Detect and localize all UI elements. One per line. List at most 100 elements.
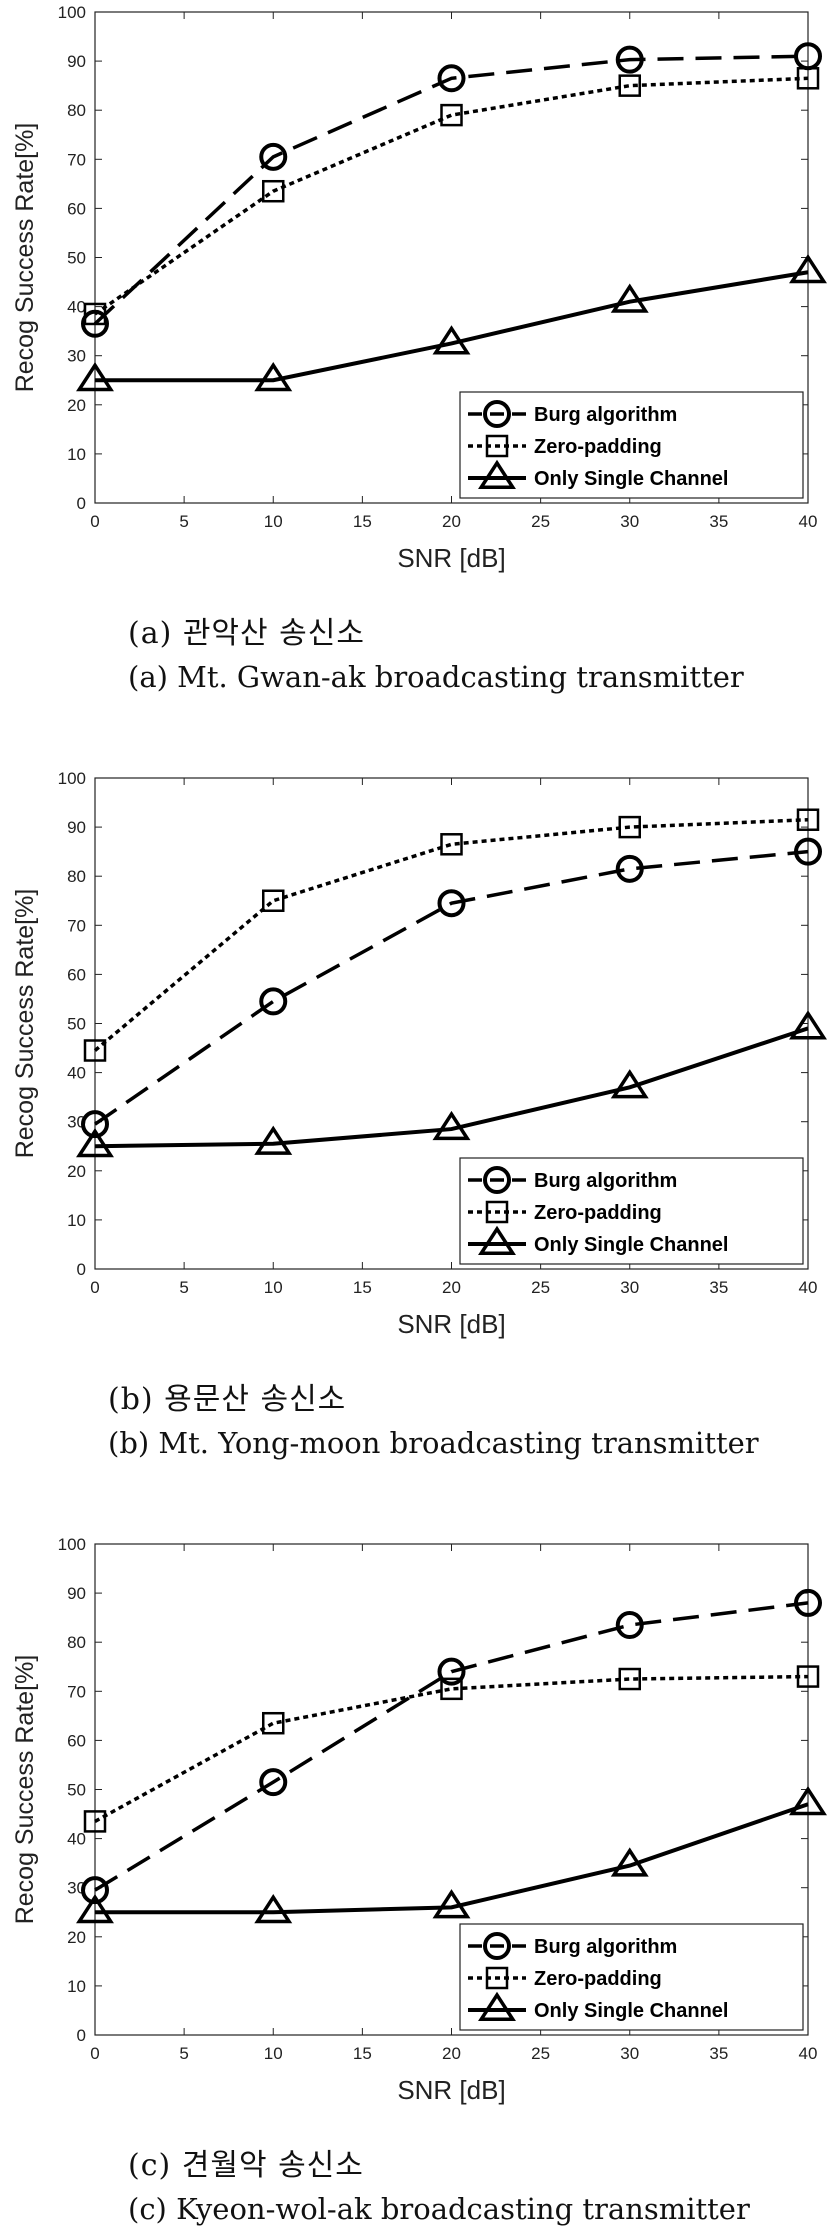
y-tick-label: 10: [67, 1977, 86, 1996]
data-point-square: [262, 1711, 285, 1735]
x-tick-label: 15: [353, 2044, 372, 2063]
y-tick-label: 0: [77, 2026, 86, 2045]
data-point-square: [262, 179, 285, 203]
caption-a-korean: (a) 관악산 송신소: [128, 616, 365, 651]
y-tick-label: 90: [67, 52, 86, 71]
y-axis-label: Recog Success Rate[%]: [11, 123, 39, 393]
legend-label: Burg algorithm: [534, 404, 677, 426]
legend-marker-circle: [483, 1932, 511, 1960]
y-tick-label: 60: [67, 1731, 86, 1750]
data-point-circle: [615, 1611, 644, 1640]
y-tick-label: 100: [58, 769, 86, 788]
y-tick-label: 70: [67, 1682, 86, 1701]
y-axis-label: Recog Success Rate[%]: [11, 889, 39, 1159]
data-point-triangle: [76, 362, 114, 392]
y-tick-label: 20: [67, 396, 86, 415]
legend-label: Only Single Channel: [534, 1234, 728, 1256]
data-point-circle: [259, 987, 288, 1016]
chart-a-svg: 0 5 10 15 20 25 30 35 40 0 10 20 30 40 50 60 70 80 90 100 SN…: [11, 3, 827, 573]
data-point-triangle: [610, 1069, 649, 1099]
x-tick-label: 25: [531, 1278, 550, 1297]
chart-c: 0 5 10 15 20 25 30 35 40 0 10 20 30 40 50 60 70 80 90 100 SN…: [0, 1532, 827, 2122]
legend-marker-square: [485, 1200, 509, 1224]
y-tick-label: 30: [67, 347, 86, 366]
y-tick-label: 0: [77, 494, 86, 513]
x-tick-label: 20: [442, 2044, 461, 2063]
legend-marker-triangle: [478, 1225, 516, 1256]
legend-marker-circle: [483, 1166, 511, 1194]
data-point-triangle: [610, 1847, 649, 1877]
x-tick-label: 30: [620, 1278, 639, 1297]
data-point-square: [83, 302, 107, 326]
y-tick-label: 100: [58, 1535, 86, 1554]
data-point-triangle: [789, 254, 827, 284]
data-point-square: [618, 74, 641, 97]
y-axis-label: Recog Success Rate[%]: [11, 1655, 39, 1925]
data-point-triangle: [76, 1128, 114, 1158]
x-axis-label: SNR [dB]: [397, 1309, 505, 1339]
legend-label: Burg algorithm: [534, 1936, 677, 1958]
data-point-triangle: [610, 283, 649, 313]
data-point-circle: [437, 1657, 466, 1686]
series-line-circle: [93, 54, 809, 326]
y-tick-label: 60: [67, 199, 86, 218]
x-tick-label: 25: [531, 2044, 550, 2063]
x-tick-label: 25: [531, 512, 550, 531]
x-tick-label: 40: [799, 1278, 818, 1297]
x-tick-label: 35: [709, 1278, 728, 1297]
series-line-square: [94, 1674, 809, 1823]
chart-b: 0 5 10 15 20 25 30 35 40 0 10 20 30 40 50 60 70 80 90 100 SN…: [0, 766, 827, 1356]
y-tick-label: 50: [67, 1781, 86, 1800]
x-tick-label: 20: [442, 512, 461, 531]
data-point-square: [83, 1810, 107, 1833]
caption-c-english: (c) Kyeon-wol-ak broadcasting transmitte…: [128, 2192, 750, 2226]
series-line-triangle: [95, 1802, 809, 1915]
y-tick-label: 30: [67, 1113, 86, 1132]
y-tick-label: 90: [67, 818, 86, 837]
x-tick-label: 40: [799, 2044, 818, 2063]
series-line-triangle: [95, 270, 809, 383]
legend-label: Zero-padding: [534, 1202, 662, 1224]
legend-marker-triangle: [478, 459, 516, 490]
x-tick-label: 30: [620, 512, 639, 531]
data-point-triangle: [76, 1894, 114, 1924]
data-point-square: [618, 1667, 641, 1691]
data-point-circle: [615, 45, 644, 74]
chart-c-svg: 0 5 10 15 20 25 30 35 40 0 10 20 30 40 50 60 70 80 90 100 SN…: [11, 1535, 827, 2105]
data-point-square: [83, 1039, 107, 1062]
data-point-circle: [437, 889, 466, 918]
x-tick-label: 5: [179, 2044, 188, 2063]
data-point-square: [796, 67, 820, 90]
data-point-square: [440, 1677, 463, 1701]
legend-label: Burg algorithm: [534, 1170, 677, 1192]
y-tick-label: 20: [67, 1928, 86, 1947]
x-tick-label: 35: [709, 512, 728, 531]
caption-c-korean: (c) 견월악 송신소: [128, 2148, 364, 2183]
x-tick-label: 10: [264, 2044, 283, 2063]
x-tick-label: 10: [264, 512, 283, 531]
caption-b-korean: (b) 용문산 송신소: [108, 1382, 347, 1417]
y-tick-label: 10: [67, 445, 86, 464]
x-tick-label: 5: [179, 512, 188, 531]
data-point-square: [796, 808, 820, 831]
x-tick-label: 15: [353, 512, 372, 531]
series-line-square: [93, 817, 809, 1052]
legend-marker-circle: [483, 400, 511, 428]
data-point-circle: [794, 1588, 822, 1617]
x-tick-label: 0: [90, 512, 99, 531]
chart-b-svg: 0 5 10 15 20 25 30 35 40 0 10 20 30 40 50 60 70 80 90 100 SN…: [11, 769, 827, 1339]
x-tick-label: 10: [264, 1278, 283, 1297]
data-point-triangle: [254, 362, 293, 392]
y-tick-label: 40: [67, 1064, 86, 1083]
y-tick-label: 70: [67, 916, 86, 935]
y-tick-label: 40: [67, 298, 86, 317]
y-tick-label: 20: [67, 1162, 86, 1181]
legend-label: Zero-padding: [534, 1968, 662, 1990]
data-point-square: [440, 103, 463, 127]
legend-marker-square: [485, 434, 509, 458]
x-tick-label: 35: [709, 2044, 728, 2063]
x-tick-label: 40: [799, 512, 818, 531]
y-tick-label: 0: [77, 1260, 86, 1279]
data-point-square: [262, 889, 285, 912]
x-tick-label: 20: [442, 1278, 461, 1297]
